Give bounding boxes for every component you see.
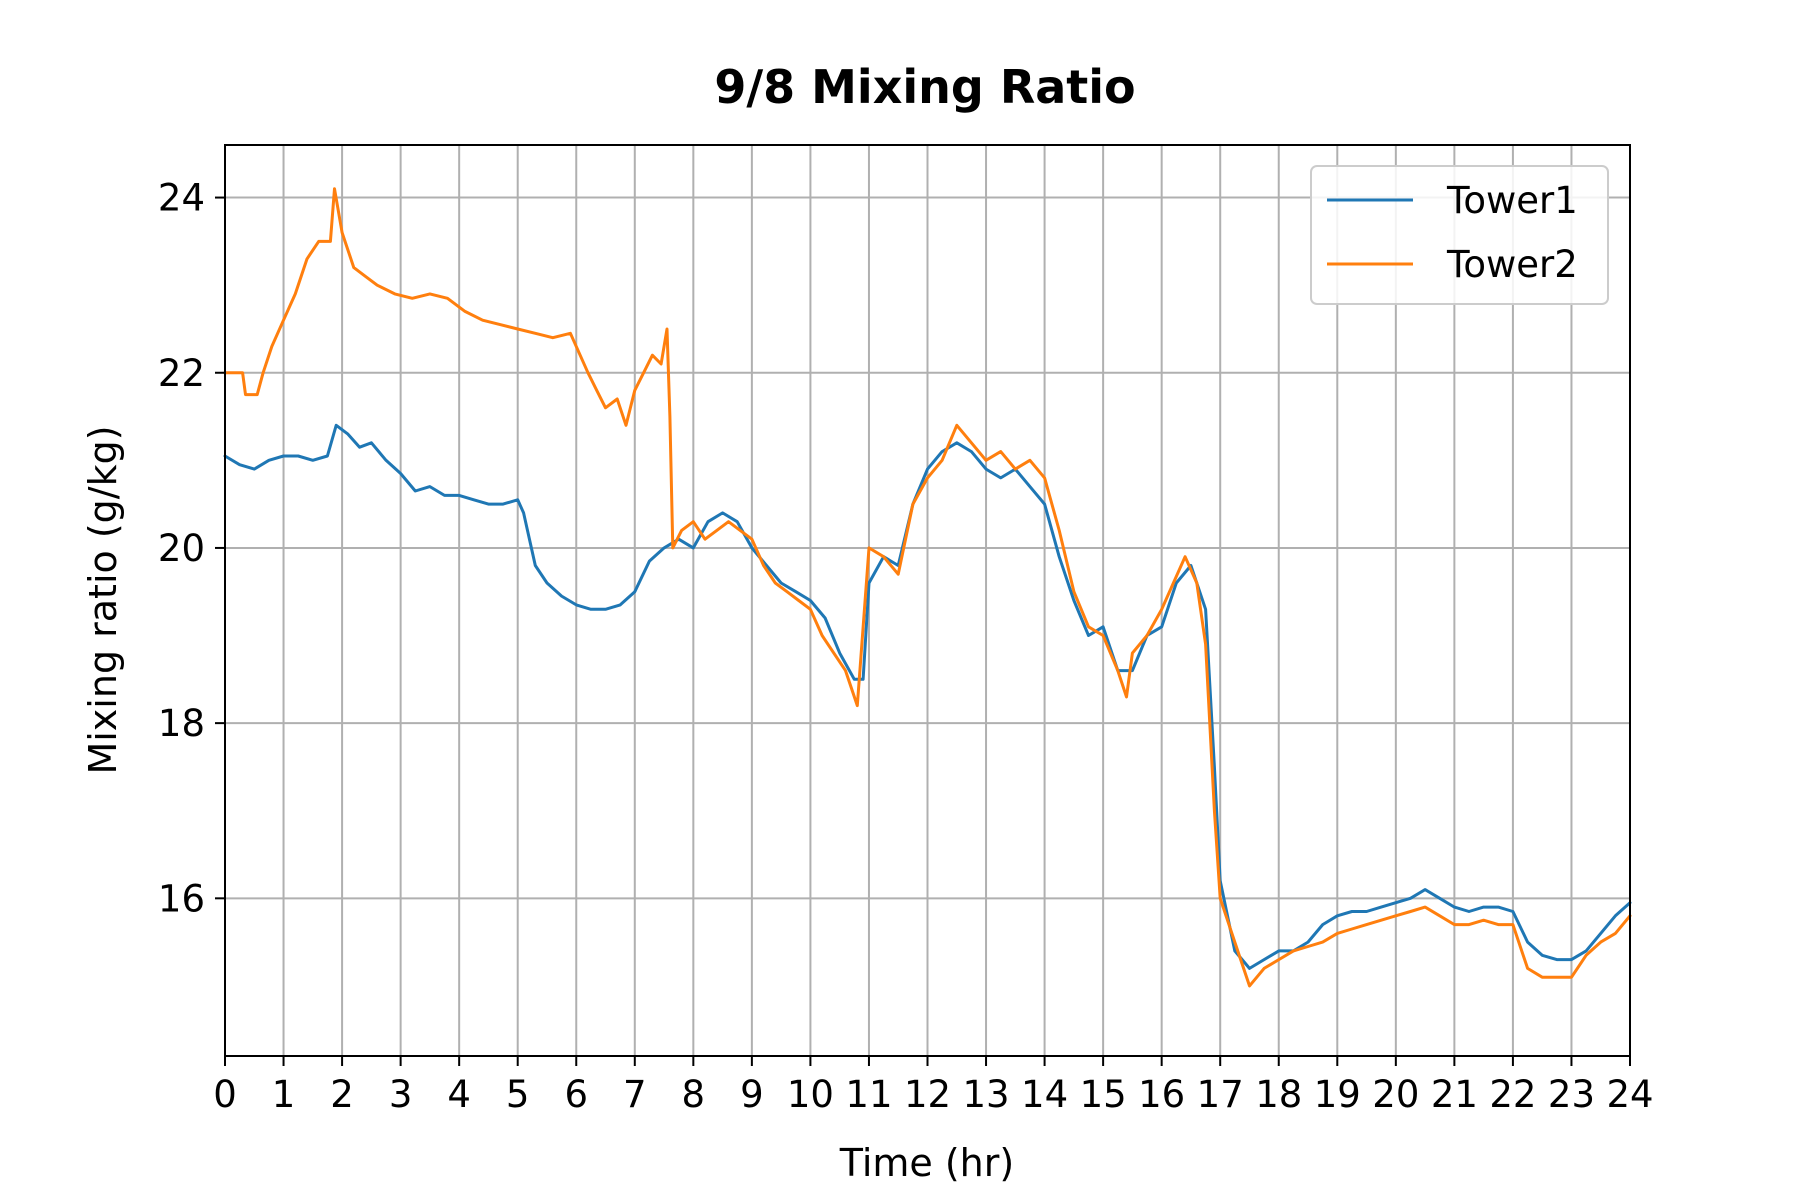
x-axis-label: Time (hr) xyxy=(839,1141,1014,1185)
x-tick-label: 4 xyxy=(447,1073,471,1116)
x-tick-label: 14 xyxy=(1021,1073,1068,1116)
y-tick-label: 18 xyxy=(158,702,205,745)
x-tick-label: 9 xyxy=(740,1073,764,1116)
x-tick-label: 23 xyxy=(1548,1073,1595,1116)
legend-label-tower1: Tower1 xyxy=(1446,179,1578,222)
y-axis-ticks: 16 18 20 22 24 xyxy=(158,177,225,920)
x-tick-label: 1 xyxy=(272,1073,296,1116)
x-tick-label: 3 xyxy=(389,1073,413,1116)
series-layer xyxy=(223,187,1632,988)
x-tick-label: 5 xyxy=(506,1073,530,1116)
x-axis-ticks: 0 1 2 3 4 5 6 7 8 9 10 11 12 13 14 15 16 17 18 19 20 21 22 23 24 xyxy=(213,1056,1654,1116)
y-tick-label: 16 xyxy=(158,877,205,920)
x-tick-label: 19 xyxy=(1314,1073,1361,1116)
x-tick-label: 8 xyxy=(682,1073,706,1116)
x-tick-label: 0 xyxy=(213,1073,237,1116)
x-tick-label: 7 xyxy=(623,1073,647,1116)
x-tick-label: 22 xyxy=(1489,1073,1536,1116)
y-tick-label: 20 xyxy=(158,527,205,570)
x-tick-label: 20 xyxy=(1372,1073,1419,1116)
x-tick-label: 11 xyxy=(845,1073,892,1116)
chart-title: 9/8 Mixing Ratio xyxy=(714,60,1135,114)
x-tick-label: 13 xyxy=(962,1073,1009,1116)
x-tick-label: 15 xyxy=(1080,1073,1127,1116)
x-tick-label: 17 xyxy=(1197,1073,1244,1116)
legend-label-tower2: Tower2 xyxy=(1446,243,1578,286)
x-tick-label: 12 xyxy=(904,1073,951,1116)
x-tick-label: 6 xyxy=(564,1073,588,1116)
series-line-tower2 xyxy=(223,187,1632,988)
x-tick-label: 24 xyxy=(1606,1073,1653,1116)
x-tick-label: 2 xyxy=(330,1073,354,1116)
x-tick-label: 16 xyxy=(1138,1073,1185,1116)
x-tick-label: 18 xyxy=(1255,1073,1302,1116)
x-tick-label: 21 xyxy=(1431,1073,1478,1116)
y-axis-label: Mixing ratio (g/kg) xyxy=(81,425,125,774)
y-tick-label: 22 xyxy=(158,352,205,395)
legend: Tower1 Tower2 xyxy=(1310,165,1609,305)
x-tick-label: 10 xyxy=(787,1073,834,1116)
y-tick-label: 24 xyxy=(158,177,205,220)
